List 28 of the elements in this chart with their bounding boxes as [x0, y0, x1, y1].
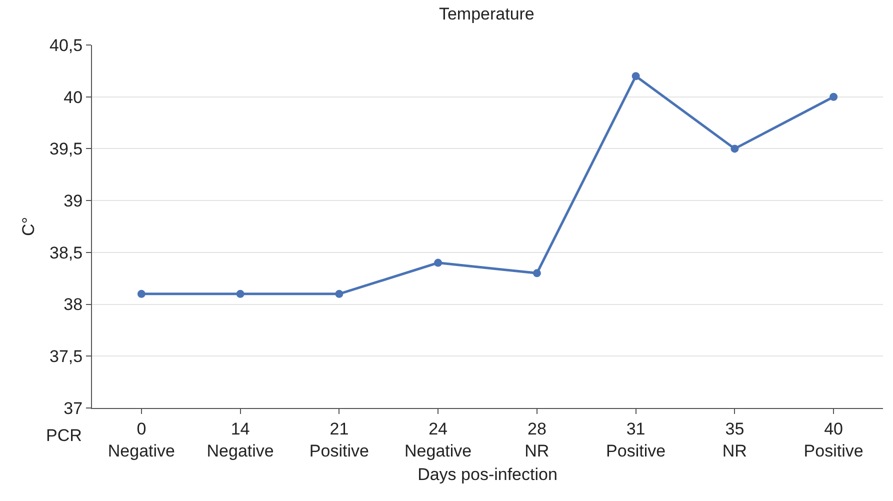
- text: PCR: [46, 426, 82, 445]
- x-tick-label: 35 NR: [722, 419, 747, 460]
- point: [632, 72, 640, 80]
- x-tick-label: 14 Negative: [206, 419, 274, 460]
- x-tick-label: 0 Negative: [108, 419, 175, 460]
- y-tick-label: 37,5: [50, 347, 83, 366]
- y-axis-title: C°: [19, 216, 38, 236]
- x-axis-title: Days pos-infection: [418, 464, 558, 484]
- y-tick-label: 39: [64, 192, 83, 211]
- x-tick-label: 28 NR: [524, 419, 550, 460]
- y-tick-label: 40,5: [50, 36, 83, 55]
- point: [532, 269, 541, 278]
- y-tick-label: 38,5: [50, 243, 83, 262]
- x-tick-label: 40 Positive: [804, 419, 864, 460]
- y-tick-label: 37: [64, 398, 83, 418]
- point: [730, 144, 739, 153]
- x-tick-label: 31 Positive: [606, 419, 666, 460]
- y-tick-label: 39,5: [50, 140, 83, 159]
- point: [335, 290, 344, 298]
- y-tick-label: 38: [64, 295, 83, 314]
- point: [830, 92, 838, 101]
- x-tick-label: 24 Negative: [404, 419, 472, 460]
- point: [434, 258, 442, 267]
- point: [137, 290, 146, 298]
- y-tick-label: 40: [64, 88, 83, 107]
- chart-title: Temperature: [438, 4, 534, 24]
- x-tick-label: 21 Positive: [309, 419, 369, 460]
- point: [236, 290, 244, 298]
